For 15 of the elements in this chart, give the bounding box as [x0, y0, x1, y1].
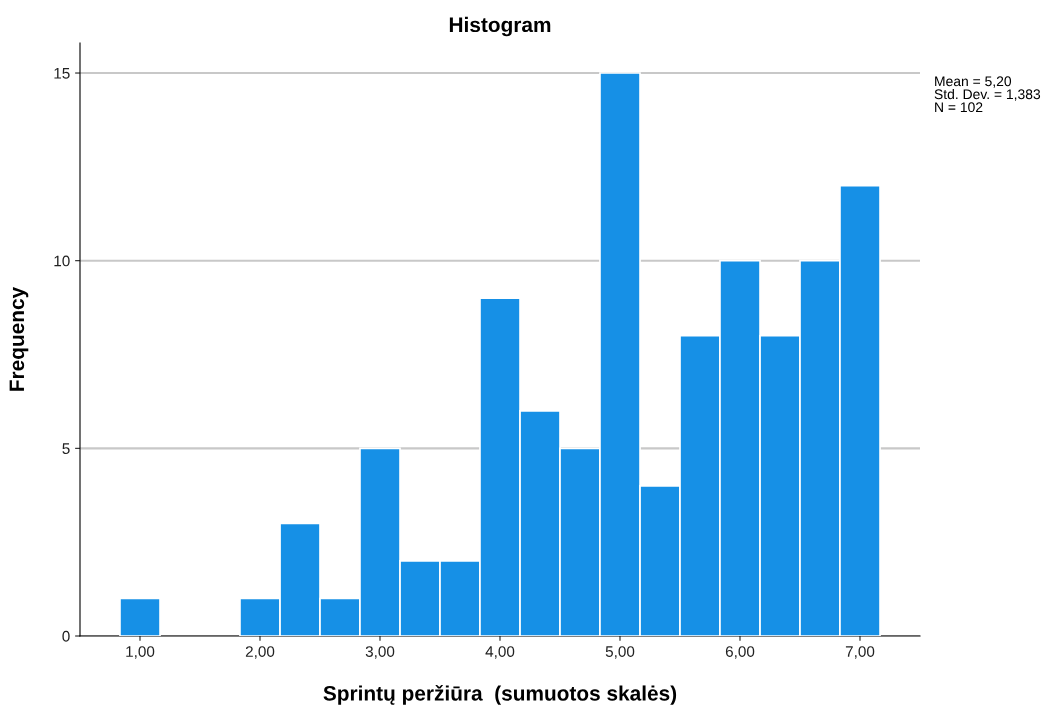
x-tick-label: 4,00 [485, 646, 515, 659]
y-tick-label: 15 [54, 68, 70, 79]
x-tick-label: 2,00 [245, 646, 275, 659]
x-tick-label: 1,00 [126, 646, 155, 659]
y-tick-label: 5 [62, 443, 70, 455]
x-tick-label: 7,00 [845, 646, 875, 659]
y-tick-label: 10 [54, 255, 70, 267]
x-tick-label: 5,00 [605, 646, 635, 659]
y-axis-title: Frequency [9, 286, 29, 391]
y-tick-label: 0 [62, 630, 70, 642]
chart-title: Histogram [449, 16, 551, 37]
x-tick-label: 6,00 [725, 646, 755, 659]
x-axis-title: Sprintų peržiūra (sumuotos skalės) [323, 684, 677, 705]
text: Mean = 5,20 Std. Dev. = 1,383 N = 102 [934, 76, 1041, 113]
x-tick-label: 3,00 [365, 646, 395, 659]
